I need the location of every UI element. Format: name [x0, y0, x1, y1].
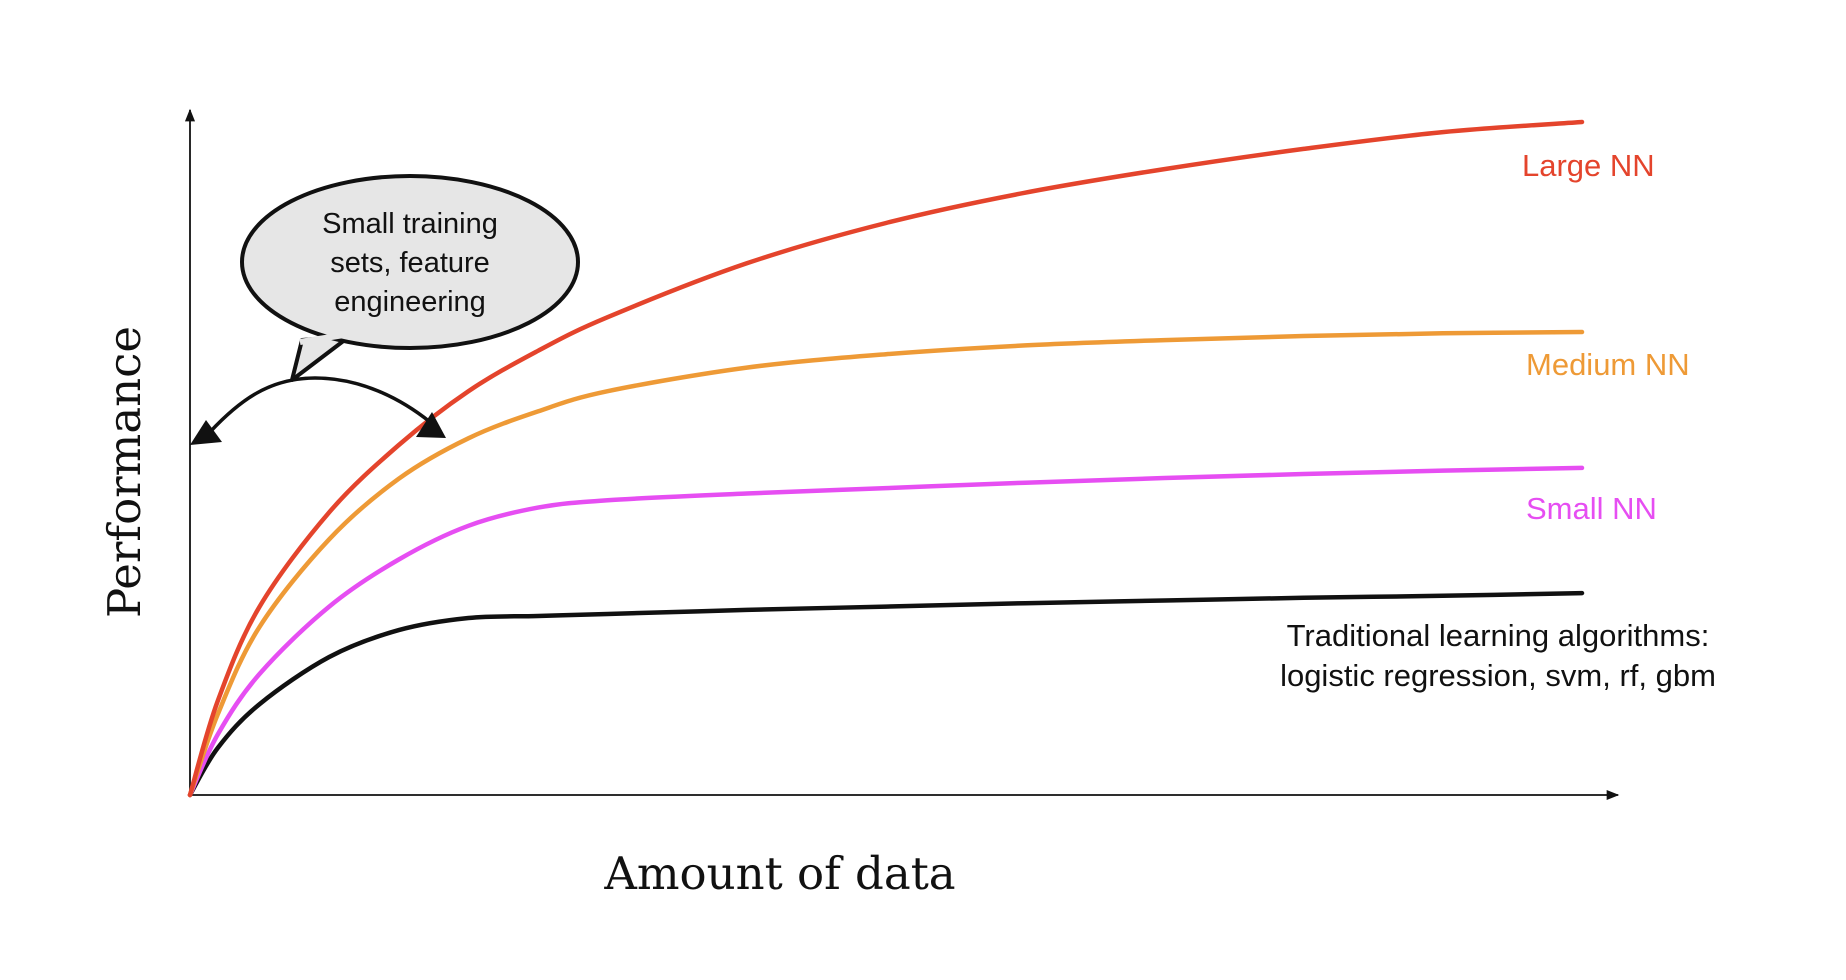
- double-headed-arrow: [190, 376, 446, 445]
- medium-nn-label: Medium NN: [1526, 347, 1690, 382]
- small-nn-label: Small NN: [1526, 491, 1657, 526]
- annotation-text-line2: sets, feature: [330, 247, 490, 279]
- traditional-series-line: [187, 590, 1585, 798]
- x-axis-title: Amount of data: [603, 847, 955, 900]
- medium-nn-series-line: [187, 329, 1585, 798]
- large-nn-label: Large NN: [1522, 148, 1655, 183]
- annotation-text-line1: Small training: [322, 208, 498, 240]
- large-nn-series-line: [187, 119, 1585, 798]
- annotation-text-line3: engineering: [334, 286, 486, 318]
- y-axis-title: Performance: [98, 326, 151, 618]
- annotation-speech-bubble: Small training sets, feature engineering: [240, 174, 580, 382]
- traditional-label-line1: Traditional learning algorithms:: [1287, 618, 1710, 653]
- traditional-label-line2: logistic regression, svm, rf, gbm: [1280, 658, 1716, 693]
- small-nn-series-line: [187, 465, 1585, 798]
